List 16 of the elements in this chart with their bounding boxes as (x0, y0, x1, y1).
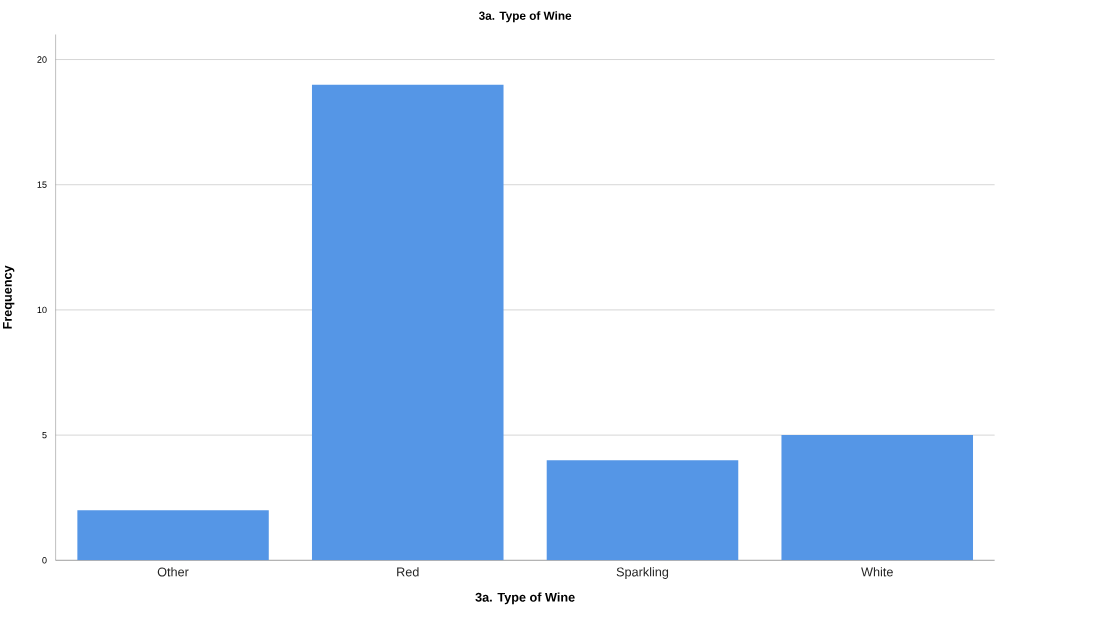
x-tick-label: White (861, 566, 893, 577)
bar (311, 84, 504, 561)
y-tick-label: 5 (42, 431, 47, 439)
y-axis-title: Frequency (3, 265, 15, 329)
y-tick-label: 20 (37, 56, 47, 63)
bar (77, 510, 269, 561)
x-axis-title: 3a. Type of Wine (475, 592, 575, 605)
x-tick-label: Other (157, 566, 189, 577)
y-tick-label: 0 (42, 556, 47, 564)
bar (546, 459, 739, 561)
bar (781, 434, 974, 561)
chart-title: 3a. Type of Wine (478, 11, 572, 23)
x-tick-label: Sparkling (616, 566, 669, 579)
y-tick-label: 10 (37, 306, 47, 313)
y-tick-label: 15 (37, 181, 47, 188)
x-tick-label: Red (397, 566, 419, 577)
